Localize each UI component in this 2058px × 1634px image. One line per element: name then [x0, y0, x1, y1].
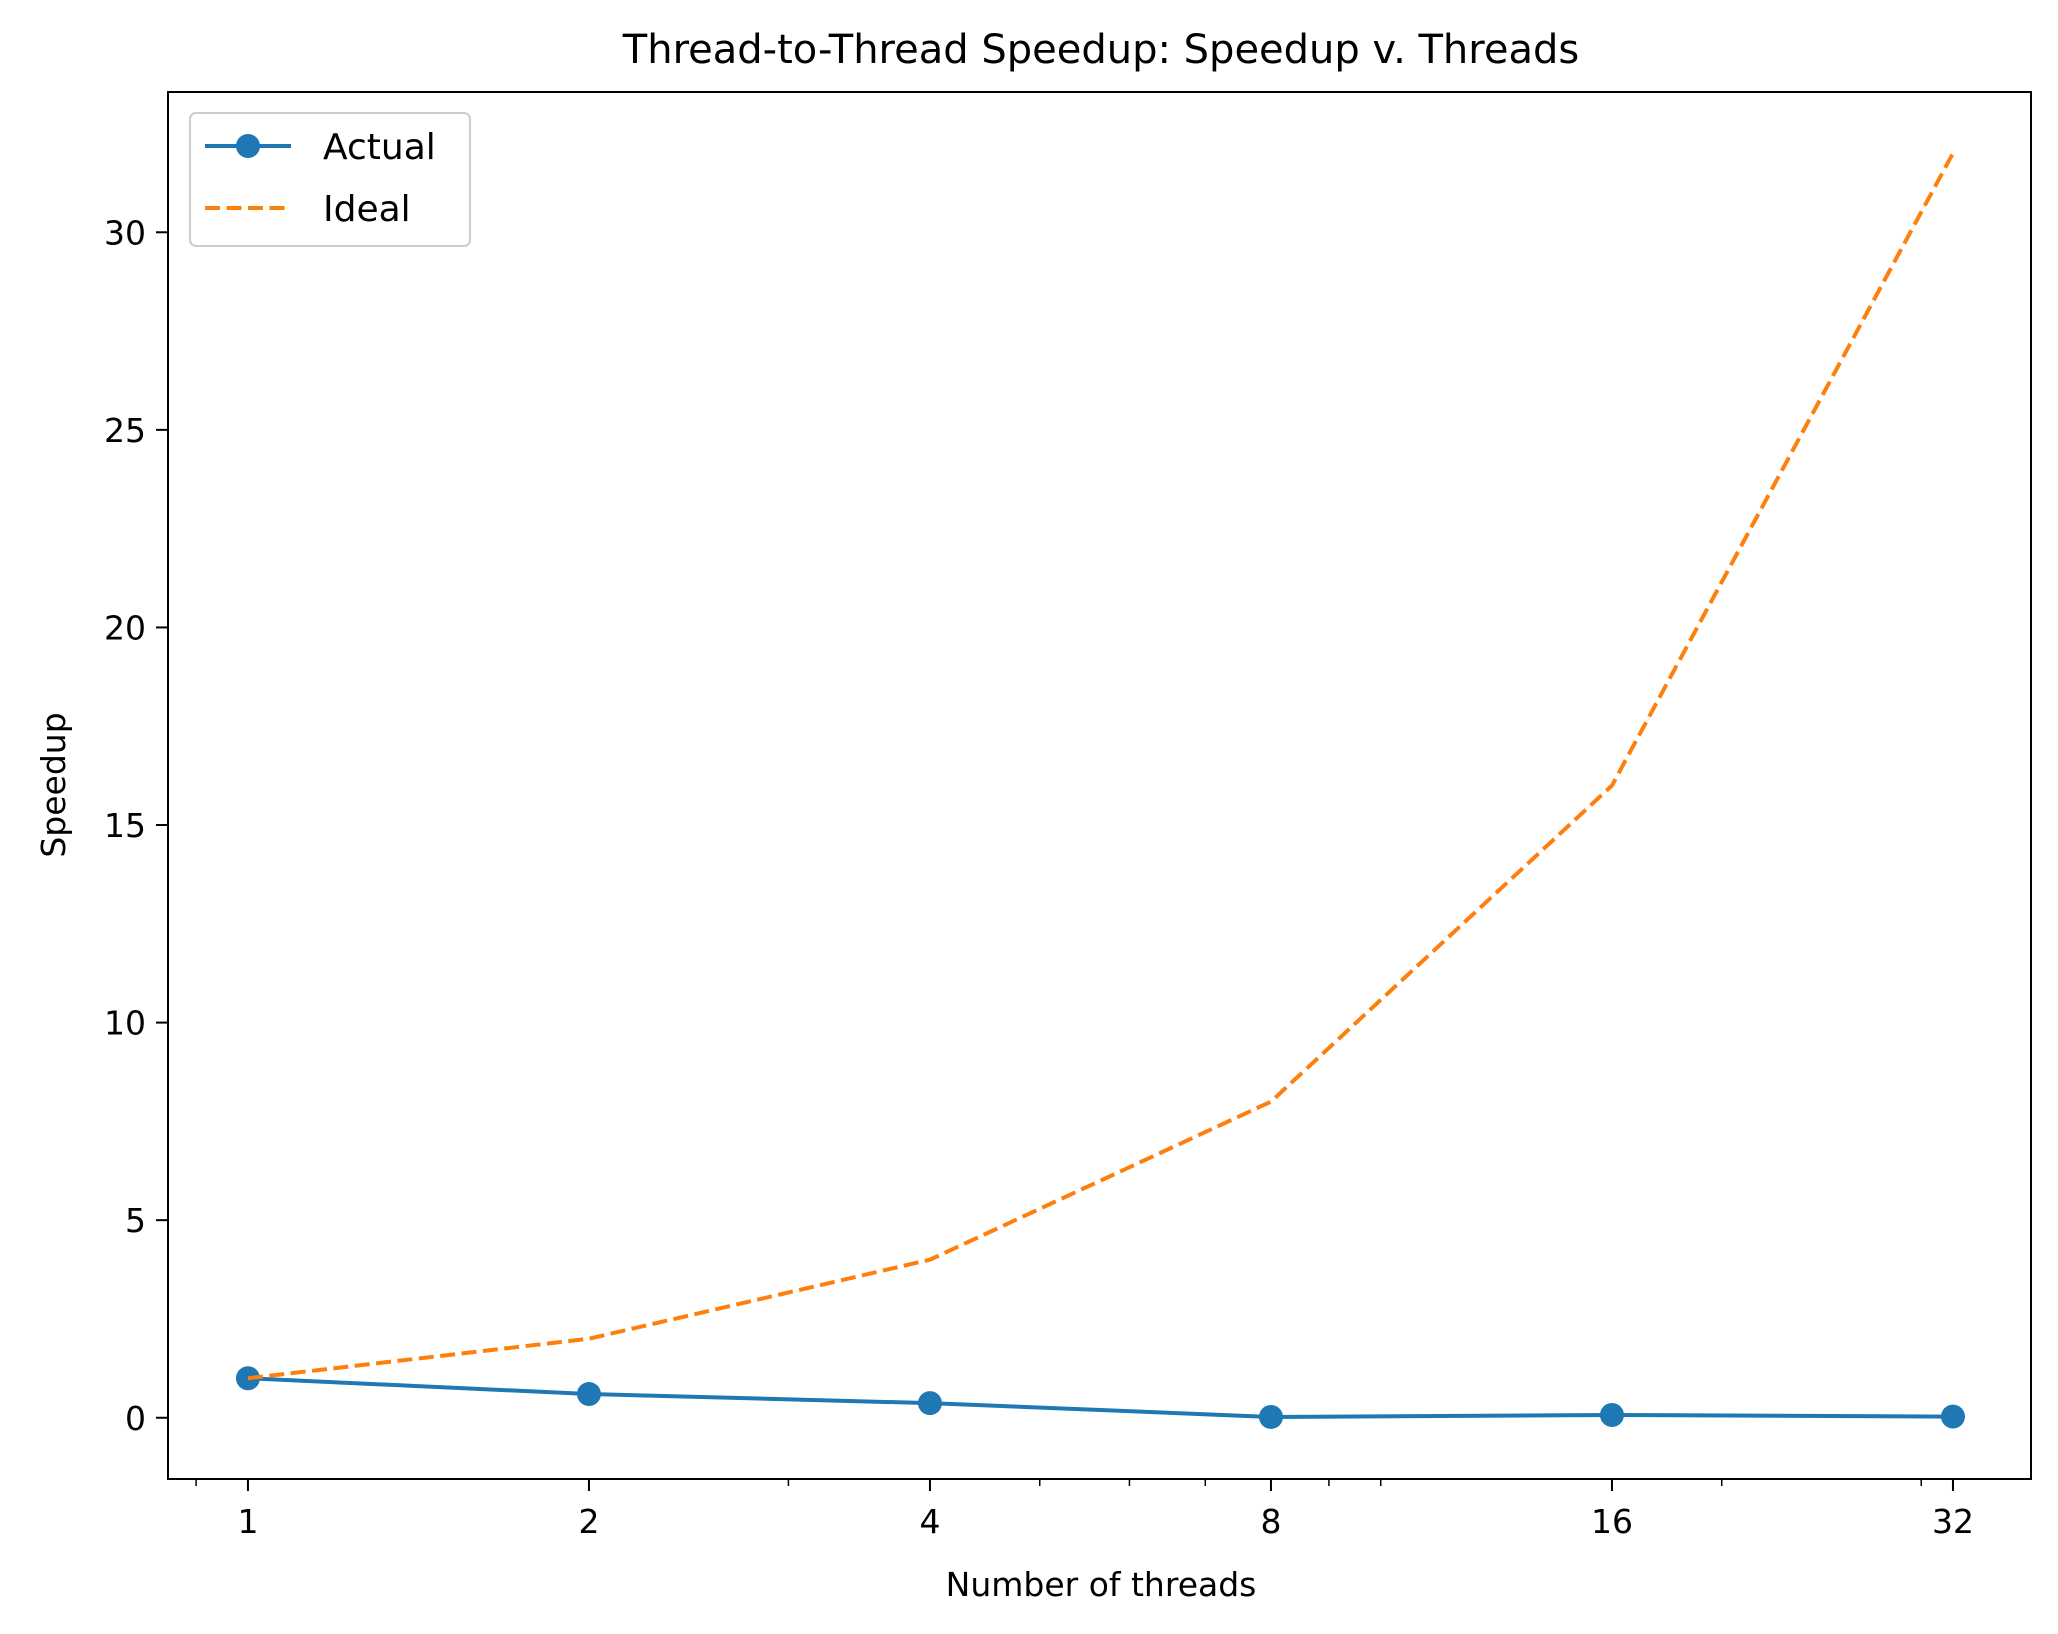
y-tick-label: 30 [104, 213, 146, 252]
y-tick-label: 0 [125, 1399, 146, 1438]
legend-actual-label: Actual [323, 127, 436, 168]
x-tick-label: 1 [237, 1502, 258, 1541]
y-tick-label: 5 [125, 1201, 146, 1240]
x-axis-title: Number of threads [946, 1565, 1257, 1604]
plot-frame [167, 91, 2032, 1480]
series-actual-point [917, 1391, 942, 1416]
series-ideal-line [247, 152, 1955, 1381]
y-tick-label: 10 [104, 1004, 146, 1043]
legend-ideal-label: Ideal [323, 189, 411, 230]
x-tick-label: 4 [919, 1502, 940, 1541]
series-actual-point [1599, 1402, 1624, 1427]
y-tick-label: 20 [104, 608, 146, 647]
legend: Actual Ideal [189, 112, 471, 247]
x-axis-minor-ticks [195, 1479, 1922, 1486]
y-tick-label: 25 [104, 411, 146, 450]
y-tick-label: 15 [104, 806, 146, 845]
series-actual-point [1940, 1404, 1965, 1429]
legend-actual-marker-swatch [236, 134, 260, 158]
y-axis-title: Speedup [34, 712, 73, 857]
x-tick-label: 8 [1260, 1502, 1281, 1541]
series-layer [235, 152, 1965, 1429]
x-axis-ticks: 1 2 4 8 16 32 [237, 1479, 1974, 1541]
series-actual-point [1258, 1404, 1283, 1429]
chart-title: Thread-to-Thread Speedup: Speedup v. Thr… [622, 27, 1579, 73]
x-tick-label: 32 [1932, 1502, 1974, 1541]
y-axis-ticks: 0 5 10 15 20 25 30 [104, 213, 168, 1438]
x-tick-label: 2 [578, 1502, 599, 1541]
series-actual-point [576, 1382, 601, 1407]
series-actual-line [247, 1376, 1953, 1419]
x-tick-label: 16 [1591, 1502, 1633, 1541]
